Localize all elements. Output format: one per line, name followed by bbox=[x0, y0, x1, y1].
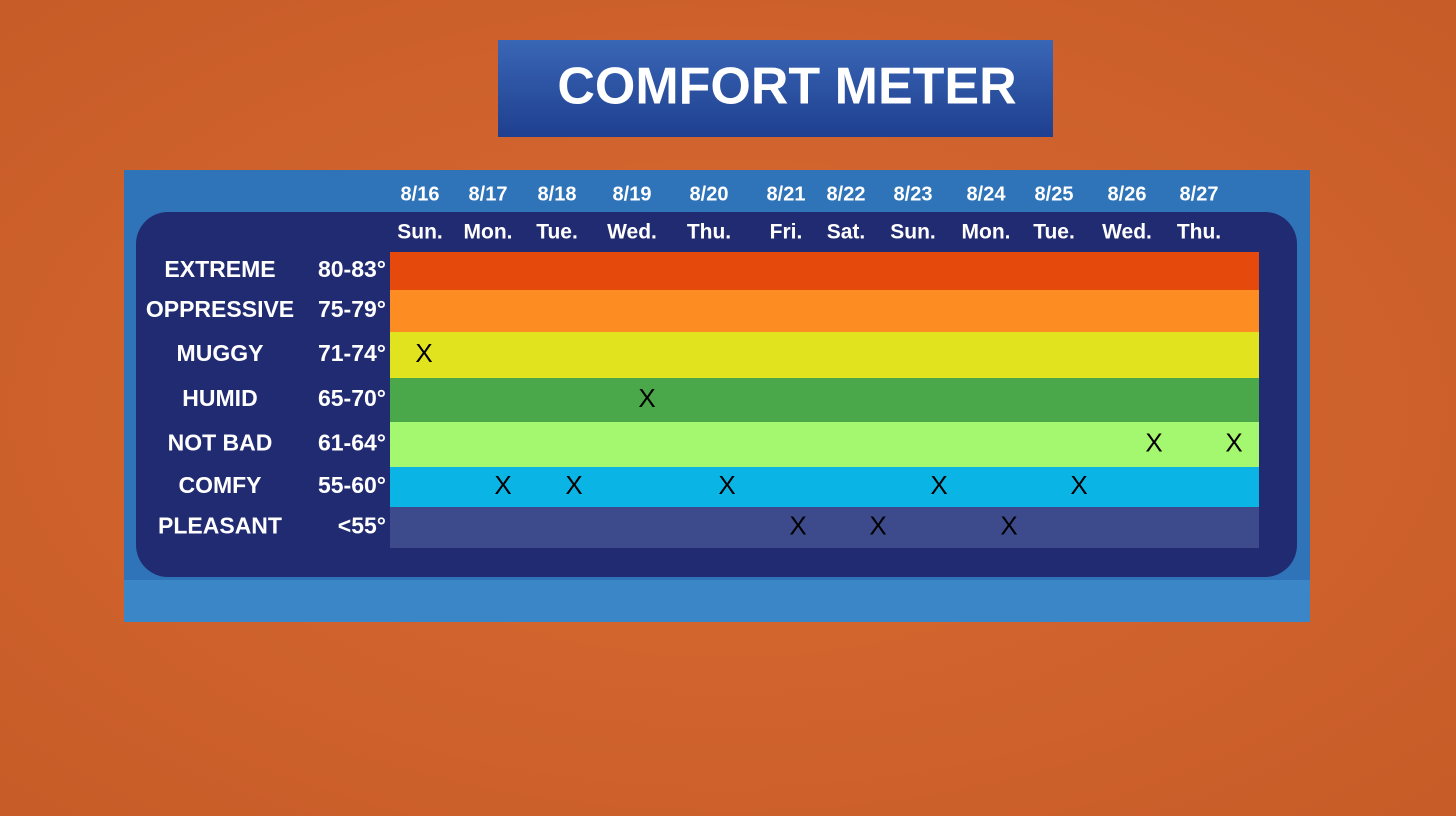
level-range: 61-64° bbox=[318, 430, 386, 456]
level-range: 55-60° bbox=[318, 472, 386, 498]
weekday: Sun. bbox=[890, 221, 936, 244]
level-range: 80-83° bbox=[318, 256, 386, 282]
comfort-marker: X bbox=[494, 470, 511, 500]
date: 8/22 bbox=[827, 183, 866, 205]
date: 8/23 bbox=[894, 183, 933, 205]
level-range: <55° bbox=[338, 513, 386, 539]
date: 8/21 bbox=[767, 183, 806, 205]
date: 8/18 bbox=[538, 183, 577, 205]
date: 8/17 bbox=[469, 183, 508, 205]
weekday: Tue. bbox=[536, 221, 578, 244]
comfort-marker: X bbox=[638, 383, 655, 413]
title-box bbox=[498, 40, 1053, 137]
weekday: Fri. bbox=[770, 221, 803, 244]
date: 8/24 bbox=[967, 183, 1007, 205]
level-name: PLEASANT bbox=[158, 513, 282, 539]
date: 8/25 bbox=[1035, 183, 1074, 205]
comfort-marker: X bbox=[1000, 510, 1017, 540]
level-range: 71-74° bbox=[318, 340, 386, 366]
band bbox=[390, 290, 1259, 332]
weekday: Tue. bbox=[1033, 221, 1075, 244]
comfort-marker: X bbox=[930, 470, 947, 500]
band bbox=[390, 332, 1259, 378]
level-range: 65-70° bbox=[318, 385, 386, 411]
band bbox=[390, 467, 1259, 507]
date: 8/19 bbox=[613, 183, 652, 205]
level-name: EXTREME bbox=[164, 256, 275, 282]
comfort-marker: X bbox=[718, 470, 735, 500]
band bbox=[390, 378, 1259, 422]
weekday: Mon. bbox=[962, 221, 1011, 244]
date: 8/27 bbox=[1180, 183, 1219, 205]
comfort-marker: X bbox=[869, 510, 886, 540]
band bbox=[390, 507, 1259, 548]
weekday: Thu. bbox=[1177, 221, 1221, 244]
weekday: Wed. bbox=[607, 221, 657, 244]
panel-base bbox=[124, 580, 1310, 622]
level-name: NOT BAD bbox=[168, 430, 273, 456]
title: COMFORT METER bbox=[557, 58, 1016, 116]
band bbox=[390, 422, 1259, 467]
weekday: Wed. bbox=[1102, 221, 1152, 244]
level-name: HUMID bbox=[182, 385, 257, 411]
weekday: Mon. bbox=[464, 221, 513, 244]
comfort-marker: X bbox=[565, 470, 582, 500]
level-range: 75-79° bbox=[318, 296, 386, 322]
band bbox=[390, 252, 1259, 290]
date: 8/26 bbox=[1108, 183, 1147, 205]
level-name: COMFY bbox=[178, 472, 261, 498]
level-name: OPPRESSIVE bbox=[146, 296, 294, 322]
weekday: Sun. bbox=[397, 221, 443, 244]
comfort-marker: X bbox=[415, 338, 432, 368]
comfort-marker: X bbox=[789, 510, 806, 540]
comfort-marker: X bbox=[1225, 427, 1242, 457]
level-name: MUGGY bbox=[177, 340, 264, 366]
comfort-marker: X bbox=[1070, 470, 1087, 500]
weekday: Thu. bbox=[687, 221, 731, 244]
comfort-marker: X bbox=[1145, 427, 1162, 457]
date: 8/16 bbox=[401, 183, 440, 205]
date: 8/20 bbox=[690, 183, 729, 205]
weekday: Sat. bbox=[827, 221, 866, 244]
